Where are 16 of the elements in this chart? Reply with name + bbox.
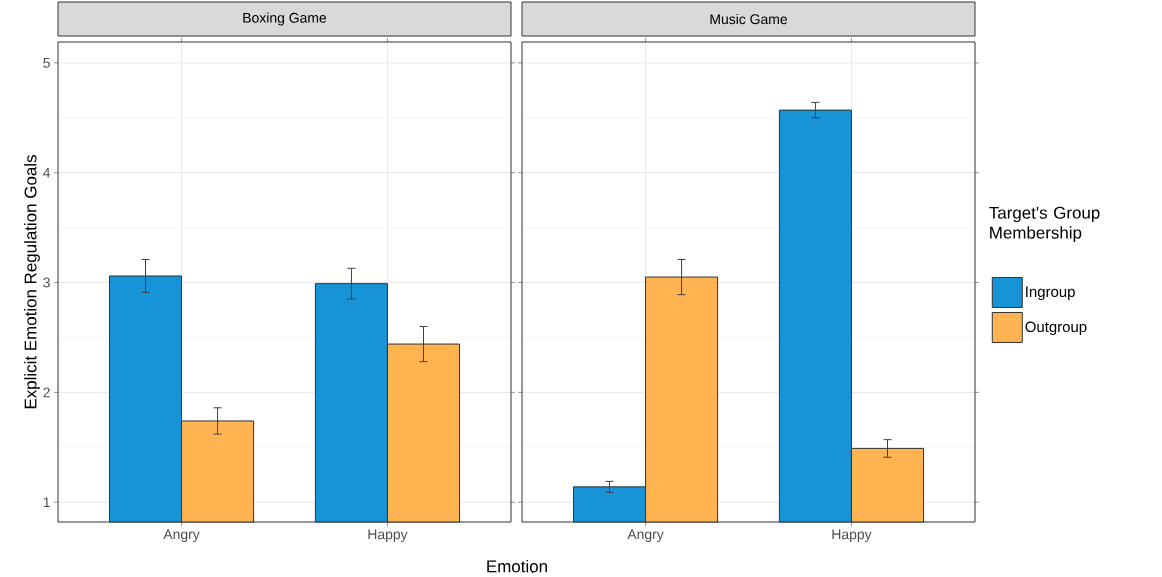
legend-title: Target's Group Membership — [989, 206, 1100, 243]
y-axis-title: Explicit Emotion Regulation Goals — [24, 155, 40, 409]
x-tick-label: Angry — [163, 529, 200, 543]
y-tick-label: 4 — [43, 167, 51, 178]
y-tick-label: 2 — [43, 387, 50, 398]
chart-title: Music Game — [710, 13, 788, 25]
y-tick-label: 3 — [43, 277, 50, 288]
chart-title: Boxing Game — [243, 12, 327, 26]
x-axis-title: Emotion — [487, 559, 547, 573]
legend-label: Ingroup — [1026, 286, 1075, 300]
x-tick-label: Angry — [627, 529, 664, 543]
legend-label: Outgroup — [1025, 321, 1087, 336]
y-tick-label: 5 — [43, 58, 50, 68]
x-tick-label: Happy — [832, 529, 872, 543]
x-tick-label: Happy — [368, 529, 408, 543]
y-tick-label: 1 — [43, 497, 50, 508]
